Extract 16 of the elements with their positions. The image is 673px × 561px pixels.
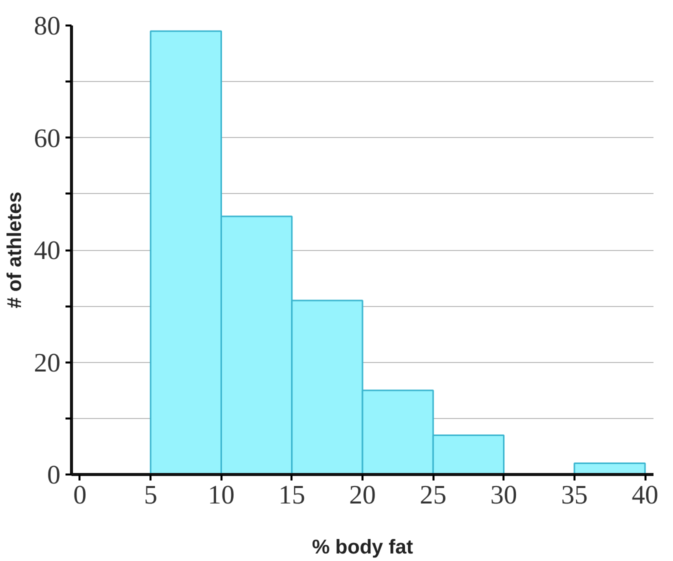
x-tick-label: 10 <box>208 480 235 510</box>
x-tick-label: 40 <box>632 480 658 510</box>
x-tick-label: 0 <box>73 480 87 510</box>
x-tick-label: 25 <box>420 480 446 510</box>
x-tick-label: 20 <box>349 480 376 510</box>
y-tick-label: 40 <box>34 235 60 265</box>
x-tick-label: 15 <box>278 480 306 510</box>
y-tick-label: 0 <box>47 460 60 490</box>
x-axis-title: % body fat <box>312 536 414 558</box>
x-tick-label: 5 <box>144 480 158 510</box>
x-tick-label: 30 <box>490 480 518 510</box>
y-axis-title: # of athletes <box>4 192 26 308</box>
y-tick-label: 80 <box>34 10 60 40</box>
y-tick-label: 20 <box>34 347 60 378</box>
x-tick-label: 35 <box>561 480 588 510</box>
y-tick-label: 60 <box>34 122 60 153</box>
